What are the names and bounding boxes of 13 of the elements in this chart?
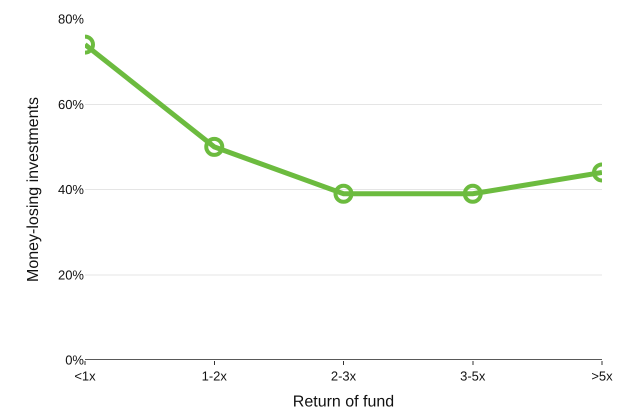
y-tick-label: 0%	[65, 352, 84, 368]
x-axis-title: Return of fund	[292, 393, 394, 410]
point	[334, 184, 354, 204]
x-tick-label: 3-5x	[460, 368, 486, 384]
y-axis-title: Money-losing investments	[24, 97, 42, 282]
x-tick-label: 1-2x	[202, 368, 228, 384]
x-tick-label: <1x	[74, 368, 96, 384]
y-tick-label: 40%	[58, 182, 84, 198]
x-tick-label: >5x	[591, 368, 614, 384]
x-tick-label: 2-3x	[330, 368, 357, 384]
y-tick-label: 80%	[58, 12, 84, 27]
y-tick-label: 60%	[58, 96, 84, 112]
y-tick-label: 20%	[58, 267, 84, 282]
